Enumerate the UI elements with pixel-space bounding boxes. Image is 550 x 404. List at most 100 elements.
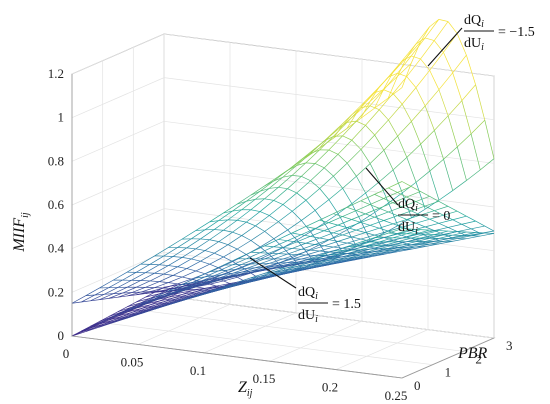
mesh-line (452, 54, 467, 74)
mesh-line (268, 176, 284, 189)
mesh-line (255, 269, 265, 273)
mesh-line (159, 289, 169, 295)
mesh-line (411, 105, 426, 122)
mesh-line (388, 244, 398, 248)
mesh-line (369, 220, 384, 226)
mesh-line (159, 290, 174, 295)
mesh-line (126, 280, 142, 288)
mesh-line (333, 237, 344, 253)
mesh-line (191, 229, 206, 240)
mesh-line (232, 268, 247, 274)
mesh-line (383, 135, 398, 151)
mesh-line (223, 284, 233, 288)
mesh-line (356, 240, 371, 246)
x-tick-label: 0.25 (385, 388, 408, 403)
mesh-line (452, 72, 463, 101)
mesh-line (447, 205, 458, 212)
mesh-line (200, 238, 210, 241)
mesh-line (393, 249, 403, 251)
mesh-line (104, 319, 114, 325)
mesh-line (278, 221, 288, 231)
mesh-line (108, 315, 119, 321)
mesh-line (420, 230, 435, 235)
mesh-line (351, 232, 366, 238)
mesh-line (223, 210, 233, 214)
mesh-line (232, 201, 247, 212)
mesh-line (314, 199, 330, 211)
mesh-line (415, 236, 430, 241)
mesh-line (278, 272, 288, 276)
mesh-line (223, 286, 233, 290)
mesh-line (301, 267, 311, 271)
mesh-line (411, 230, 421, 235)
surface-s_zero (71, 228, 495, 337)
mesh-line (99, 316, 109, 322)
mesh-line (301, 234, 311, 237)
mesh-line (438, 219, 453, 224)
mesh-line (177, 278, 192, 285)
mesh-line (310, 167, 325, 181)
mesh-line (296, 180, 311, 194)
mesh-line (429, 233, 444, 238)
mesh-line (168, 286, 183, 290)
mesh-line (292, 263, 302, 265)
mesh-line (305, 237, 320, 244)
mesh-line (319, 188, 330, 200)
mesh-line (374, 97, 389, 109)
mesh-line (150, 300, 160, 306)
mesh-line (314, 149, 330, 164)
mesh-line (269, 247, 284, 254)
mesh-line (273, 253, 288, 260)
mesh-line (402, 242, 412, 246)
mesh-line (168, 293, 178, 298)
mesh-line (365, 242, 380, 247)
mesh-line (246, 278, 256, 281)
z-gridline (71, 33, 495, 77)
mesh-line (145, 264, 160, 273)
mesh-line (401, 55, 412, 62)
mesh-line (415, 182, 426, 210)
mesh-line (470, 228, 481, 234)
mesh-line (227, 284, 238, 288)
mesh-line (296, 264, 306, 267)
mesh-line (282, 204, 293, 212)
mesh-line (461, 220, 476, 225)
mesh-line (301, 248, 311, 251)
mesh-line (351, 192, 366, 204)
mesh-line (374, 202, 389, 213)
mesh-line (379, 242, 389, 246)
mesh-line (191, 250, 206, 260)
mesh-line (154, 289, 169, 293)
mesh-line (195, 229, 205, 231)
mesh-line (117, 295, 128, 298)
mesh-line (246, 221, 256, 227)
box-layer (71, 74, 495, 379)
y-gridline (102, 60, 433, 366)
mesh-line (71, 301, 82, 304)
mesh-line (383, 192, 398, 199)
surface-s_pos (71, 181, 495, 337)
mesh-line (424, 89, 440, 107)
mesh-line (260, 268, 270, 271)
mesh-line (131, 287, 146, 293)
mesh-line (365, 232, 375, 236)
svg-text:= 0: = 0 (432, 209, 450, 224)
mesh-line (113, 312, 123, 318)
mesh-line (214, 269, 229, 277)
mesh-line (177, 298, 187, 303)
svg-text:dQi: dQi (464, 13, 484, 30)
mesh-line (250, 190, 261, 196)
mesh-line (236, 251, 251, 260)
mesh-line (379, 169, 394, 183)
mesh-line (379, 227, 389, 232)
mesh-line (365, 109, 380, 126)
mesh-line (387, 76, 398, 99)
mesh-line (310, 255, 325, 260)
mesh-line (374, 253, 385, 256)
mesh-line (383, 215, 398, 221)
mesh-line (332, 125, 343, 139)
mesh-line (159, 294, 169, 299)
mesh-line (374, 247, 385, 251)
mesh-line (195, 263, 210, 272)
mesh-line (314, 163, 325, 169)
